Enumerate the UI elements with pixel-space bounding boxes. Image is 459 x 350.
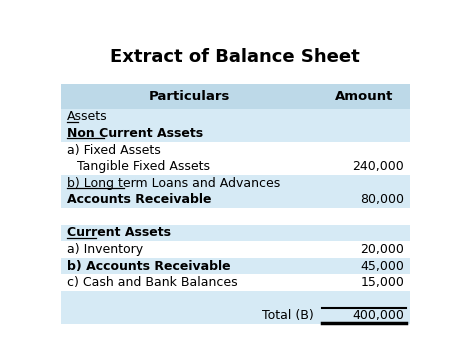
Text: Particulars: Particulars (149, 90, 230, 103)
Text: b) Accounts Receivable: b) Accounts Receivable (67, 259, 231, 273)
Text: c) Cash and Bank Balances: c) Cash and Bank Balances (67, 276, 238, 289)
Text: 20,000: 20,000 (360, 243, 404, 256)
Bar (61, 84, 409, 108)
Bar (61, 291, 409, 307)
Bar (61, 125, 409, 142)
Text: 15,000: 15,000 (360, 276, 404, 289)
Bar (61, 225, 409, 241)
Text: Amount: Amount (335, 90, 393, 103)
Text: 240,000: 240,000 (353, 160, 404, 173)
Bar (61, 108, 409, 125)
Bar (61, 258, 409, 274)
Text: 400,000: 400,000 (353, 309, 404, 322)
Text: Assets: Assets (67, 110, 108, 123)
Bar (61, 208, 409, 225)
Bar (61, 158, 409, 175)
Bar (61, 274, 409, 291)
Text: 45,000: 45,000 (360, 259, 404, 273)
Text: a) Fixed Assets: a) Fixed Assets (67, 144, 161, 156)
Text: Current Assets: Current Assets (67, 226, 171, 239)
Bar (61, 142, 409, 158)
Text: Accounts Receivable: Accounts Receivable (67, 193, 212, 206)
Bar (61, 241, 409, 258)
Text: Tangible Fixed Assets: Tangible Fixed Assets (77, 160, 210, 173)
Text: 80,000: 80,000 (360, 193, 404, 206)
Bar (61, 191, 409, 208)
Text: Extract of Balance Sheet: Extract of Balance Sheet (110, 48, 360, 66)
Text: Non Current Assets: Non Current Assets (67, 127, 203, 140)
Bar (61, 175, 409, 191)
Bar (61, 307, 409, 324)
Text: a) Inventory: a) Inventory (67, 243, 144, 256)
Text: Total (B): Total (B) (262, 309, 313, 322)
Text: b) Long term Loans and Advances: b) Long term Loans and Advances (67, 177, 280, 190)
